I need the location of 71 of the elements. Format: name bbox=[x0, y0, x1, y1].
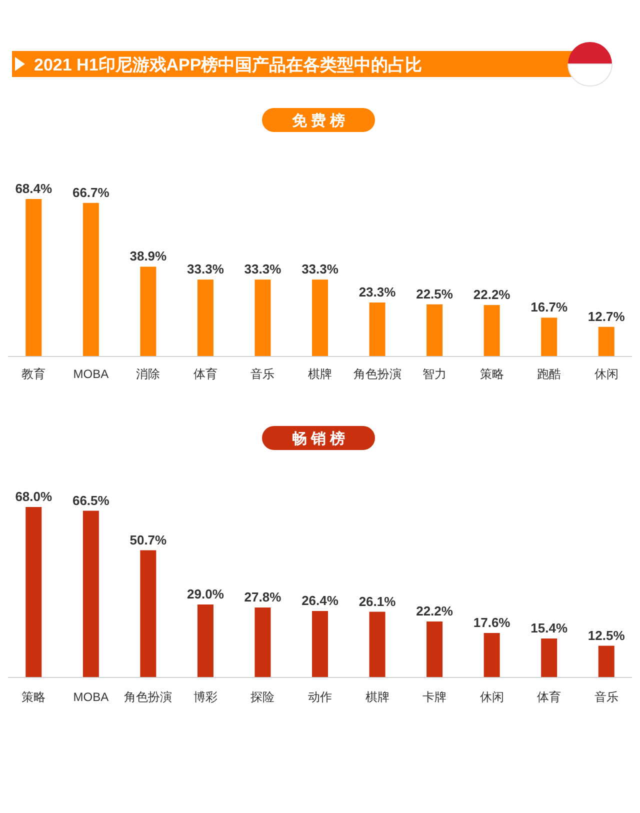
data-label: 22.2% bbox=[416, 604, 454, 618]
x-tick-label: 休闲 bbox=[594, 367, 618, 381]
chart-title: 2021 H1印尼游戏APP榜中国产品在各类型中的占比 bbox=[34, 56, 422, 74]
x-tick-label: 体育 bbox=[537, 690, 562, 704]
bar bbox=[541, 638, 558, 677]
bar bbox=[82, 202, 99, 356]
bar bbox=[598, 326, 614, 356]
bar bbox=[26, 199, 42, 356]
data-label: 27.8% bbox=[244, 590, 282, 604]
data-label: 15.4% bbox=[530, 620, 568, 636]
data-label: 22.2% bbox=[473, 287, 511, 302]
bar bbox=[484, 633, 500, 677]
x-tick-label: 休闲 bbox=[480, 690, 504, 704]
x-tick-label: MOBA bbox=[73, 367, 109, 381]
data-label: 12.5% bbox=[588, 628, 626, 643]
x-tick-label: 探险 bbox=[250, 690, 275, 704]
x-tick-label: 策略 bbox=[480, 367, 504, 381]
chart-subtitle: 畅销榜 bbox=[292, 430, 349, 448]
data-label: 12.7% bbox=[588, 308, 626, 324]
bar bbox=[82, 510, 99, 677]
x-tick-label: 博彩 bbox=[193, 690, 218, 704]
bar bbox=[369, 302, 386, 356]
data-label: 33.3% bbox=[244, 262, 282, 277]
bar bbox=[312, 611, 328, 677]
x-tick-label: 智力 bbox=[422, 367, 447, 381]
x-tick-label: 教育 bbox=[22, 367, 46, 381]
data-label: 17.6% bbox=[473, 615, 511, 630]
bar bbox=[197, 604, 214, 677]
bar bbox=[541, 318, 558, 356]
bar bbox=[369, 612, 386, 677]
bar bbox=[140, 266, 156, 356]
x-tick-label: 策略 bbox=[22, 690, 46, 704]
data-label: 50.7% bbox=[130, 532, 168, 548]
x-tick-label: 音乐 bbox=[250, 367, 275, 381]
subtitle: 免费榜 bbox=[262, 108, 375, 132]
bar bbox=[140, 550, 156, 677]
data-label: 22.5% bbox=[416, 286, 454, 302]
x-tick-label: 跑酷 bbox=[537, 367, 562, 381]
x-tick-label: 棋牌 bbox=[308, 367, 332, 381]
x-tick-label: 卡牌 bbox=[422, 690, 447, 704]
x-tick-label: 棋牌 bbox=[365, 690, 390, 704]
bar bbox=[598, 646, 614, 677]
data-label: 66.7% bbox=[72, 184, 110, 200]
data-label: 66.5% bbox=[72, 492, 110, 508]
x-tick-label: 消除 bbox=[136, 367, 160, 381]
bar bbox=[312, 280, 328, 356]
bar bbox=[26, 507, 42, 677]
bar bbox=[197, 280, 214, 356]
data-label: 26.4% bbox=[302, 593, 339, 608]
bar bbox=[254, 608, 271, 677]
data-label: 68.4% bbox=[15, 181, 52, 196]
bar bbox=[254, 280, 271, 356]
data-label: 26.1% bbox=[358, 594, 396, 609]
data-label: 38.9% bbox=[130, 248, 168, 264]
x-tick-label: 体育 bbox=[193, 367, 218, 381]
data-label: 68.0% bbox=[15, 489, 52, 504]
subtitle: 畅销榜 bbox=[262, 426, 375, 450]
data-label: 33.3% bbox=[187, 262, 224, 277]
x-tick-label: 动作 bbox=[308, 690, 332, 704]
bar bbox=[484, 305, 500, 356]
bar bbox=[426, 622, 443, 677]
bar bbox=[426, 304, 443, 356]
data-label: 16.7% bbox=[530, 300, 568, 315]
data-label: 33.3% bbox=[302, 262, 339, 277]
x-tick-label: 音乐 bbox=[594, 690, 618, 704]
data-label: 29.0% bbox=[187, 586, 224, 602]
x-tick-label: MOBA bbox=[73, 690, 109, 704]
chart-subtitle: 免费榜 bbox=[291, 112, 349, 130]
data-label: 23.3% bbox=[358, 284, 396, 300]
x-tick-label: 角色扮演 bbox=[124, 690, 172, 704]
x-tick-label: 角色扮演 bbox=[353, 367, 402, 381]
